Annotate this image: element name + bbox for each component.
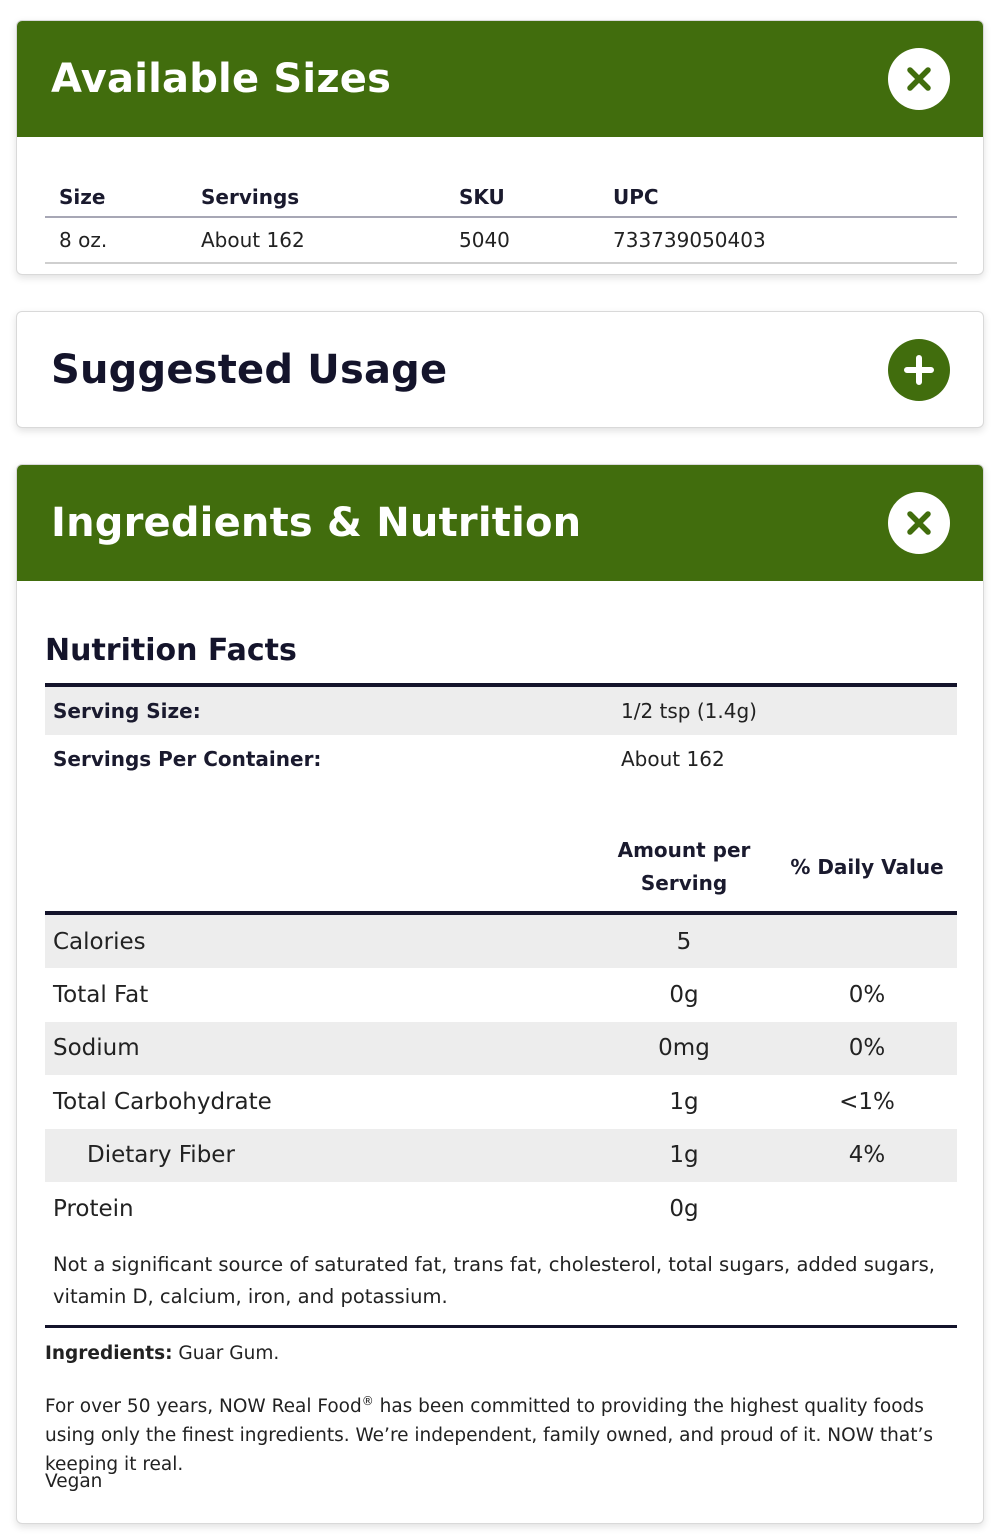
nutrient-name: Dietary Fiber [87, 1142, 235, 1169]
table-row: 8 oz. About 162 5040 733739050403 [45, 217, 957, 264]
nutrient-name: Total Fat [53, 982, 149, 1009]
nutrient-row: Calories 5 [45, 915, 957, 969]
ingredients-nutrition-header[interactable]: Ingredients & Nutrition [17, 465, 983, 581]
amount-per-serving-header: Amount per Serving [617, 838, 751, 895]
nutrition-footnote: Not a significant source of saturated fa… [53, 1253, 935, 1309]
suggested-usage-panel: Suggested Usage [16, 311, 984, 428]
brand-statement: For over 50 years, NOW Real Food® has be… [45, 1394, 933, 1476]
registered-mark: ® [361, 1394, 374, 1408]
size-column-header: Size [45, 171, 187, 218]
nutrient-name: Protein [53, 1195, 134, 1222]
nutrient-row: Dietary Fiber 1g 4% [45, 1128, 957, 1182]
serving-size-row: Serving Size: 1/2 tsp (1.4g) [45, 687, 957, 735]
sizes-table: Size Servings SKU UPC 8 oz. About 162 50… [45, 171, 957, 264]
nutrition-facts-table: Serving Size: 1/2 tsp (1.4g) Servings Pe… [45, 683, 957, 1329]
nutrient-row: Protein 0g [45, 1182, 957, 1235]
vegan-label: Vegan [45, 1471, 103, 1492]
servings-cell: About 162 [187, 217, 445, 264]
upc-cell: 733739050403 [599, 217, 957, 264]
upc-column-header: UPC [599, 171, 957, 218]
size-cell: 8 oz. [45, 217, 187, 264]
nutrition-facts-title: Nutrition Facts [45, 633, 297, 668]
close-icon [907, 67, 931, 91]
available-sizes-panel: Available Sizes Size Servings SKU UPC 8 … [16, 20, 984, 275]
close-icon [907, 511, 931, 535]
divider [45, 1325, 957, 1329]
ingredients-value: Guar Gum. [172, 1343, 280, 1364]
sizes-header-row: Size Servings SKU UPC [45, 171, 957, 218]
divider [45, 683, 957, 687]
daily-value-header: % Daily Value [790, 855, 944, 879]
nutrient-row: Sodium 0mg 0% [45, 1021, 957, 1076]
ingredients-line: Ingredients: Guar Gum. [45, 1339, 965, 1368]
nutrient-daily-value: <1% [839, 1088, 895, 1115]
expand-usage-button[interactable] [888, 339, 950, 401]
nutrient-daily-value: 0% [848, 982, 886, 1009]
servings-column-header: Servings [187, 171, 445, 218]
nutrient-row: Total Fat 0g 0% [45, 968, 957, 1021]
nutrient-daily-value: 4% [848, 1142, 886, 1169]
available-sizes-header[interactable]: Available Sizes [17, 21, 983, 137]
sku-cell: 5040 [445, 217, 599, 264]
ingredients-nutrition-title: Ingredients & Nutrition [51, 500, 582, 546]
ingredients-label: Ingredients: [45, 1343, 173, 1364]
nutrition-column-headers: Amount per Serving % Daily Value [45, 823, 957, 911]
nutrient-name: Calories [53, 928, 146, 955]
servings-per-container-value: About 162 [621, 747, 725, 771]
serving-size-value: 1/2 tsp (1.4g) [621, 699, 757, 723]
nutrient-amount: 1g [669, 1142, 699, 1169]
nutrient-amount: 0g [669, 1195, 699, 1222]
sku-column-header: SKU [445, 171, 599, 218]
servings-per-container-label: Servings Per Container: [53, 747, 322, 771]
nutrient-row: Total Carbohydrate 1g <1% [45, 1075, 957, 1128]
servings-per-container-row: Servings Per Container: About 162 [45, 735, 957, 783]
serving-size-label: Serving Size: [53, 699, 201, 723]
nutrient-amount: 5 [676, 928, 692, 955]
collapse-ingredients-button[interactable] [888, 492, 950, 554]
nutrient-name: Sodium [53, 1035, 140, 1062]
suggested-usage-header[interactable]: Suggested Usage [17, 312, 983, 427]
available-sizes-title: Available Sizes [51, 56, 392, 102]
nutrient-name: Total Carbohydrate [53, 1088, 272, 1115]
nutrient-amount: 1g [669, 1088, 699, 1115]
plus-icon [904, 355, 934, 385]
ingredients-nutrition-panel: Ingredients & Nutrition Nutrition Facts … [16, 464, 984, 1524]
nutrient-daily-value: 0% [848, 1035, 886, 1062]
divider [45, 911, 957, 915]
nutrient-amount: 0g [669, 982, 699, 1009]
collapse-sizes-button[interactable] [888, 48, 950, 110]
nutrient-amount: 0mg [658, 1035, 710, 1062]
suggested-usage-title: Suggested Usage [51, 347, 448, 393]
